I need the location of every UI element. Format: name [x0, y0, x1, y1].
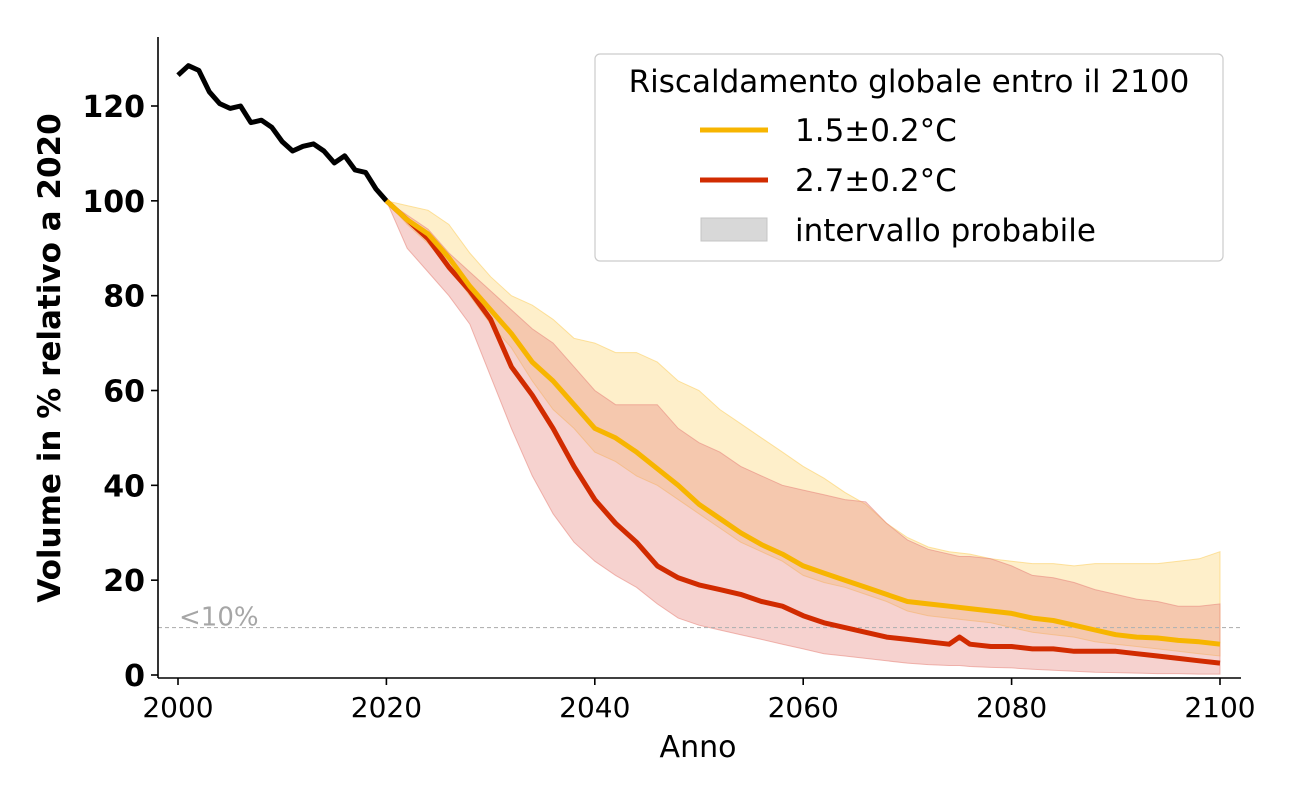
- series-line-2-7c: [384, 198, 1221, 666]
- legend-box: [594, 53, 1224, 262]
- legend: Riscaldamento globale entro il 2100 1.5±…: [594, 53, 1224, 262]
- confidence-bands: [385, 199, 1221, 675]
- x-tick-label: 2100: [1184, 691, 1255, 724]
- y-tick-label: 100: [82, 185, 145, 220]
- y-ticks: 0 20 40 60 80 100 120: [82, 90, 158, 694]
- x-tick-label: 2020: [351, 691, 422, 724]
- axes: 2000 2020 2040 2060 2080 2100 020406080100120…: [32, 37, 1256, 765]
- legend-title: Riscaldamento globale entro il 2100: [629, 64, 1190, 100]
- y-tick-label: 0: [124, 659, 145, 694]
- y-tick-label: 60: [103, 375, 145, 410]
- x-axis-label: Anno: [660, 730, 737, 765]
- threshold-label: <10%: [179, 603, 259, 633]
- legend-swatch-range: [700, 217, 768, 242]
- x-tick-label: 2080: [976, 691, 1047, 724]
- series-line-1-5c: [384, 198, 1221, 647]
- observed-line: [176, 63, 389, 203]
- y-tick-label: 20: [103, 564, 145, 599]
- threshold-layer: <10%: [158, 603, 1241, 633]
- legend-label-range: intervallo probabile: [795, 213, 1096, 249]
- y-tick-label: 120: [82, 90, 145, 125]
- x-ticks: 2000 2020 2040 2060 2080 2100: [142, 678, 1256, 724]
- y-tick-label: 80: [103, 280, 145, 315]
- x-tick-label: 2040: [559, 691, 630, 724]
- legend-label-2-7c: 2.7±0.2°C: [795, 163, 957, 199]
- y-axis-label: Volume in % relativo a 2020: [32, 113, 68, 602]
- legend-label-1-5c: 1.5±0.2°C: [795, 113, 957, 149]
- range-band-2-7c: [385, 199, 1221, 675]
- series-lines: [176, 63, 1221, 666]
- y-tick-label: 40: [103, 469, 145, 504]
- x-tick-label: 2060: [768, 691, 839, 724]
- x-tick-label: 2000: [142, 691, 213, 724]
